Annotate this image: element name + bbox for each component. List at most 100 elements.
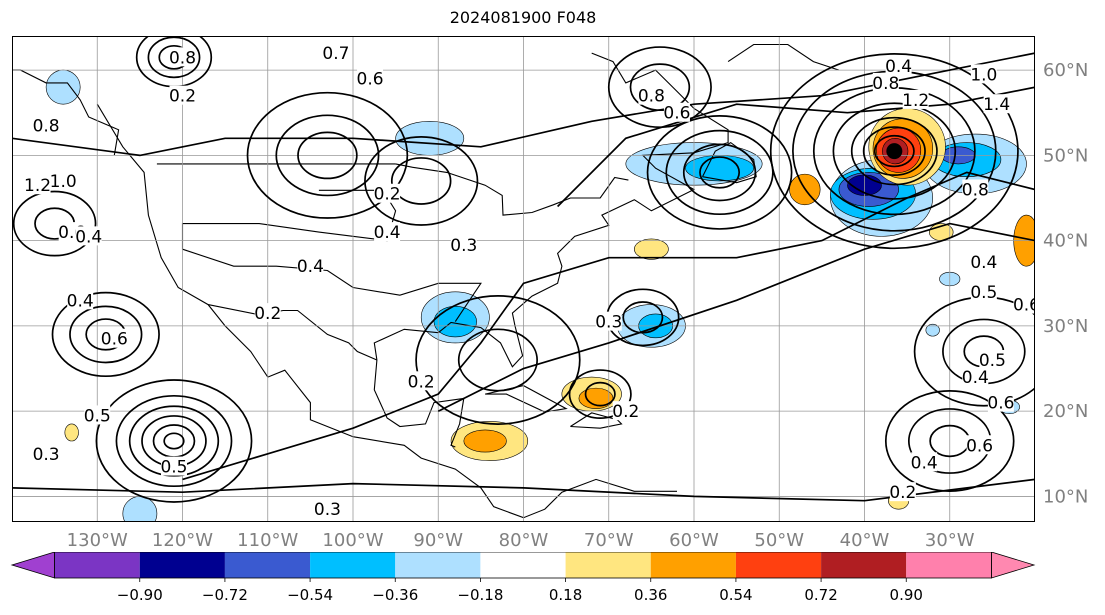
contour-label-bg xyxy=(1013,294,1035,314)
contour-line xyxy=(665,129,774,216)
contour-label: 0.4 xyxy=(374,223,401,243)
contour-label: 0.4 xyxy=(970,253,997,273)
contour-label: 1.0 xyxy=(50,172,77,192)
contour-label-bg xyxy=(101,328,128,348)
contour-label-bg xyxy=(374,183,401,203)
contour-line xyxy=(163,432,185,450)
contour-line xyxy=(699,156,741,189)
contour-line xyxy=(297,131,358,180)
contour-label-bg xyxy=(374,222,401,242)
longitude-tick-label: 130°W xyxy=(67,530,128,551)
contour-line xyxy=(873,134,915,168)
contour-line xyxy=(128,405,220,477)
colorbar-segment xyxy=(735,552,822,578)
contour-label: 0.6 xyxy=(357,70,384,90)
contour-line xyxy=(364,136,479,226)
colorbar-tick-label: 0.90 xyxy=(890,586,923,604)
contour-label-bg xyxy=(24,175,51,195)
contour-label-bg xyxy=(84,405,111,425)
longitude-tick-label: 90°W xyxy=(413,530,463,551)
contour-label: 0.8 xyxy=(638,87,665,107)
colorbar-over-arrow xyxy=(991,552,1036,579)
longitude-axis: 130°W 120°W 110°W 100°W 90°W 80°W 70°W 60°W 50°W… xyxy=(67,530,975,551)
contour-label: 0.3 xyxy=(314,500,341,520)
contour-line xyxy=(147,36,201,79)
latitude-tick-label: 20°N xyxy=(1043,401,1088,422)
contour-label-bg xyxy=(872,72,899,92)
contour-line xyxy=(390,157,452,205)
contour-label-bg xyxy=(970,251,997,271)
contour-label-bg xyxy=(254,303,281,323)
coastline xyxy=(484,385,568,413)
contour-label: 1.0 xyxy=(970,65,997,85)
contour-label-bg xyxy=(169,47,196,67)
contour-label-bg xyxy=(408,371,435,391)
contour-label: 0.7 xyxy=(322,44,349,64)
map-panel: 0.8 0.70.60.20.81.21.00.60.40.60.50.30.50… xyxy=(12,36,1035,522)
contour-label-bg xyxy=(962,367,989,387)
contour-label-bg xyxy=(962,179,989,199)
anomaly-area xyxy=(925,323,940,337)
contour-line xyxy=(646,115,793,230)
coastline xyxy=(727,43,840,71)
colorbar-tick-label: 0.36 xyxy=(634,586,667,604)
contour-label-bg xyxy=(33,443,60,463)
contour-label: 0.4 xyxy=(911,453,938,473)
anomaly-area xyxy=(433,305,477,338)
contour-label-bg xyxy=(911,452,938,472)
storm-center-marker xyxy=(886,143,903,160)
contour-label: 0.2 xyxy=(889,483,916,503)
contour-label-bg xyxy=(169,85,196,105)
anomaly-area xyxy=(463,429,507,453)
colorbar-segment xyxy=(224,552,311,578)
contour-label: 0.6 xyxy=(663,104,690,124)
contour-line xyxy=(415,295,581,425)
coastline xyxy=(702,141,757,184)
contour-line xyxy=(850,116,938,186)
colorbar: −0.90 −0.72 −0.54 −0.36 −0.18 0.18 0.36 0.54 0.7… xyxy=(10,552,1036,604)
shaded-anomaly-layer xyxy=(45,69,1035,522)
colorbar-segment xyxy=(310,552,396,578)
contour-label: 0.6 xyxy=(987,394,1014,414)
coastline xyxy=(12,69,120,156)
contour-line xyxy=(95,379,253,503)
contour-label: 0.8 xyxy=(33,117,60,137)
contour-label: 0.8 xyxy=(872,74,899,94)
coastline xyxy=(207,304,378,361)
longitude-tick-label: 60°W xyxy=(669,530,719,551)
contour-label: 1.4 xyxy=(983,95,1010,115)
contour-line xyxy=(437,222,1035,412)
latitude-tick-label: 40°N xyxy=(1043,231,1088,252)
contour-label-bg xyxy=(75,226,102,246)
latitude-axis: 60°N 50°N 40°N 30°N 20°N 10°N xyxy=(1043,60,1088,507)
contour-label: 0.2 xyxy=(169,87,196,107)
latitude-tick-label: 10°N xyxy=(1043,486,1088,507)
anomaly-area xyxy=(685,155,754,182)
contour-label: 0.2 xyxy=(612,402,639,422)
contour-label-bg xyxy=(612,401,639,421)
contour-label-bg xyxy=(987,392,1014,412)
contour-label-bg xyxy=(885,55,912,75)
contour-label: 0.4 xyxy=(67,291,94,311)
contour-line xyxy=(51,291,160,378)
contour-line xyxy=(556,86,1035,208)
longitude-tick-label: 50°W xyxy=(754,530,804,551)
contour-label: 0.4 xyxy=(885,57,912,77)
colorbar-frame xyxy=(54,552,992,579)
colorbar-tick-label: 0.54 xyxy=(719,586,752,604)
colorbar-tick-label: 0.18 xyxy=(549,586,582,604)
contour-label-bg xyxy=(663,102,690,122)
colorbar-tick-label: 0.72 xyxy=(804,586,837,604)
contour-line xyxy=(182,171,1035,481)
contour-line xyxy=(832,102,957,200)
contour-line xyxy=(246,91,409,219)
contour-labels: 0.8 0.70.60.20.81.21.00.60.40.60.50.30.50… xyxy=(24,43,1035,520)
coastline xyxy=(373,359,465,448)
contour-label-bg xyxy=(983,94,1010,114)
longitude-tick-label: 120°W xyxy=(152,530,213,551)
longitude-tick-label: 30°W xyxy=(925,530,975,551)
contour-label: 0.4 xyxy=(962,368,989,388)
colorbar-segment xyxy=(650,552,736,578)
anomaly-area xyxy=(634,238,669,260)
colorbar-tick-label: −0.36 xyxy=(372,586,418,604)
